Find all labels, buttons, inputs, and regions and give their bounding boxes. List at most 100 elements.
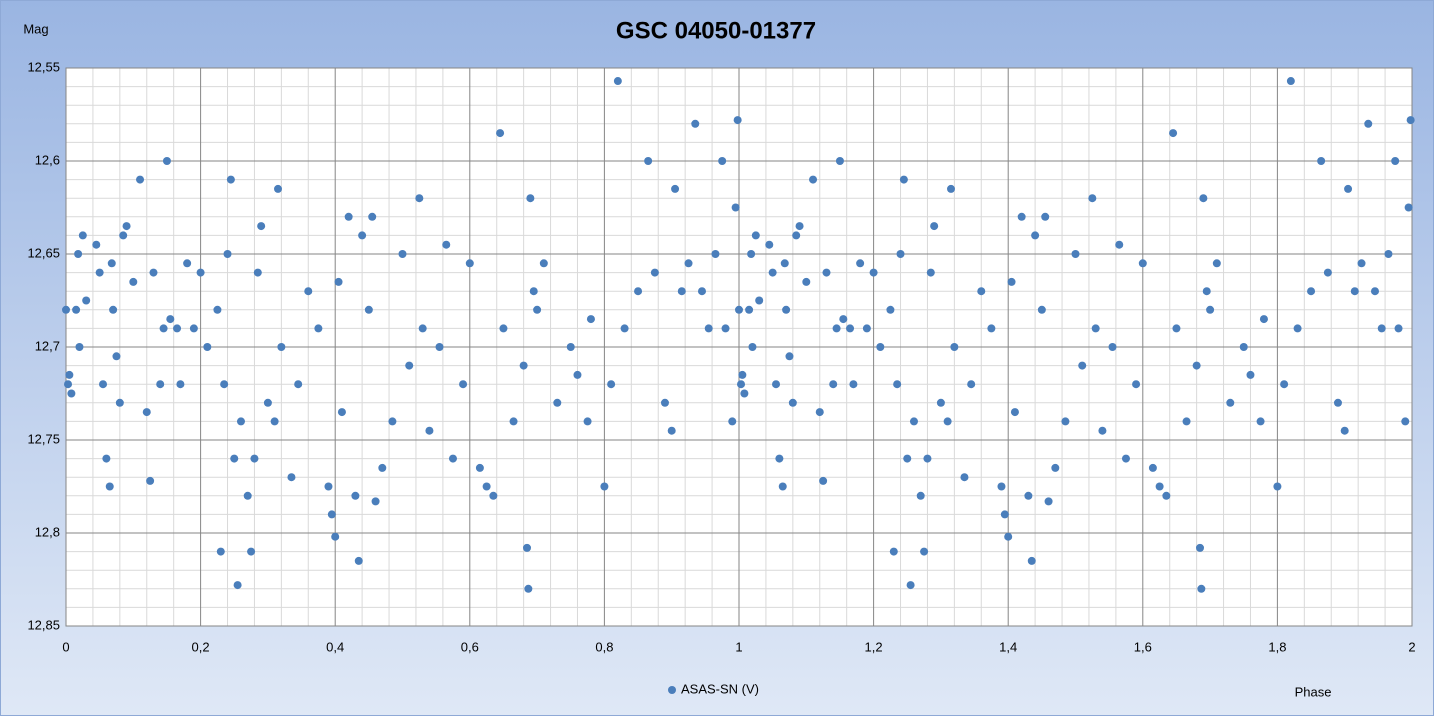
point bbox=[1007, 277, 1016, 286]
x-tick-label: 1,4 bbox=[999, 639, 1017, 654]
point bbox=[573, 370, 582, 379]
point bbox=[987, 324, 996, 333]
point bbox=[459, 380, 468, 389]
point bbox=[1259, 315, 1268, 324]
point bbox=[1041, 212, 1050, 221]
y-tick-label: 12,8 bbox=[35, 524, 60, 539]
point bbox=[893, 380, 902, 389]
point bbox=[600, 482, 609, 491]
point bbox=[1344, 184, 1353, 193]
point bbox=[273, 184, 282, 193]
point bbox=[936, 398, 945, 407]
point bbox=[1162, 491, 1171, 500]
point bbox=[263, 398, 272, 407]
point bbox=[327, 510, 336, 519]
point bbox=[1199, 194, 1208, 203]
point bbox=[1121, 454, 1130, 463]
point bbox=[737, 380, 746, 389]
point bbox=[378, 463, 387, 472]
point bbox=[115, 398, 124, 407]
point bbox=[78, 231, 87, 240]
x-tick-label: 1,8 bbox=[1268, 639, 1286, 654]
point bbox=[277, 343, 286, 351]
point bbox=[216, 547, 225, 556]
point bbox=[337, 408, 346, 417]
point bbox=[650, 268, 659, 277]
point bbox=[183, 259, 192, 268]
point bbox=[876, 343, 885, 351]
point bbox=[230, 454, 239, 463]
point bbox=[856, 259, 865, 268]
points bbox=[62, 77, 1415, 593]
point bbox=[920, 547, 929, 556]
point bbox=[62, 305, 70, 314]
point bbox=[1115, 240, 1124, 249]
point bbox=[1017, 212, 1026, 221]
point bbox=[314, 324, 323, 333]
point bbox=[1307, 287, 1316, 296]
point bbox=[1078, 361, 1087, 370]
point bbox=[1256, 417, 1265, 426]
point bbox=[243, 491, 252, 500]
point bbox=[82, 296, 91, 305]
point bbox=[839, 315, 848, 324]
point bbox=[1404, 203, 1413, 212]
chart-title: GSC 04050-01377 bbox=[616, 17, 816, 44]
point bbox=[1239, 343, 1248, 351]
point bbox=[1401, 417, 1410, 426]
point bbox=[1340, 426, 1349, 435]
point bbox=[539, 259, 548, 268]
point bbox=[691, 119, 700, 128]
point bbox=[644, 157, 653, 165]
point bbox=[906, 581, 915, 590]
point bbox=[388, 417, 397, 426]
point bbox=[304, 287, 313, 296]
x-tick-label: 1 bbox=[735, 639, 742, 654]
point bbox=[247, 547, 256, 556]
point bbox=[203, 343, 212, 351]
point bbox=[583, 417, 592, 426]
point bbox=[832, 324, 841, 333]
y-tick-label: 12,55 bbox=[27, 59, 60, 74]
point bbox=[553, 398, 562, 407]
point bbox=[294, 380, 303, 389]
point bbox=[1196, 543, 1205, 552]
point bbox=[415, 194, 424, 203]
point bbox=[107, 259, 116, 268]
point bbox=[677, 287, 686, 296]
point bbox=[923, 454, 932, 463]
point bbox=[1148, 463, 1157, 472]
point bbox=[1088, 194, 1097, 203]
x-tick-label: 0,6 bbox=[461, 639, 479, 654]
point bbox=[728, 417, 737, 426]
point bbox=[257, 222, 266, 231]
point bbox=[162, 157, 171, 165]
point bbox=[785, 352, 794, 361]
point bbox=[496, 129, 505, 138]
point bbox=[566, 343, 575, 351]
point bbox=[1246, 370, 1255, 379]
plot-border bbox=[65, 67, 1413, 627]
point bbox=[1004, 532, 1013, 541]
point bbox=[849, 380, 858, 389]
point bbox=[1350, 287, 1359, 296]
point bbox=[1071, 250, 1080, 258]
point bbox=[1212, 259, 1221, 268]
point bbox=[351, 491, 360, 500]
point bbox=[149, 268, 158, 277]
point bbox=[1031, 231, 1040, 240]
point bbox=[1024, 491, 1033, 500]
point bbox=[220, 380, 229, 389]
point bbox=[233, 581, 242, 590]
point bbox=[745, 305, 754, 314]
point bbox=[684, 259, 693, 268]
point bbox=[1155, 482, 1164, 491]
point bbox=[1333, 398, 1342, 407]
point bbox=[166, 315, 175, 324]
point bbox=[1357, 259, 1366, 268]
point bbox=[819, 476, 828, 485]
point bbox=[1384, 250, 1393, 258]
point bbox=[105, 482, 114, 491]
legend-marker bbox=[668, 686, 676, 694]
